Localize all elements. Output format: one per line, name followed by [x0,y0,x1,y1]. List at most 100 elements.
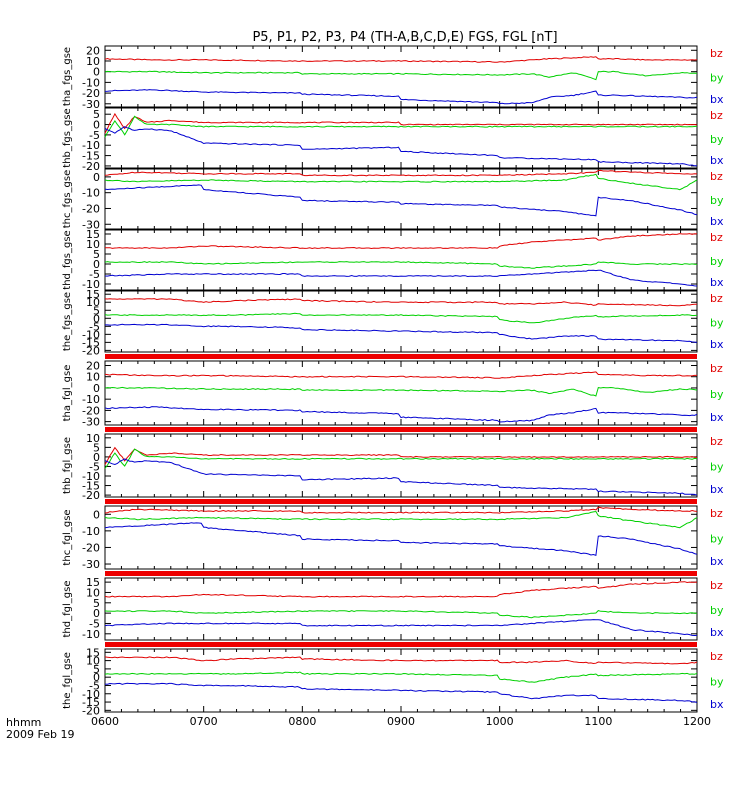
y-tick-label: 10 [86,371,100,384]
y-tick-label: 5 [93,304,100,317]
y-tick-label: 0 [93,607,100,620]
series-by-line [104,173,698,191]
legend-bz: bz [710,650,723,663]
series-bx-line [104,269,698,287]
series-by-line [104,448,698,469]
legend-by: by [710,317,724,330]
legend-bz: bz [710,579,723,592]
series-bx-line [104,89,698,105]
series-bz-line [104,506,698,514]
legend-bz: bz [710,507,723,520]
series-bz-line [104,581,698,598]
date-label: 2009 Feb 19 [6,728,74,741]
x-tick-label: 1100 [584,715,612,728]
y-tick-label: 10 [86,586,100,599]
series-bx-line [104,184,698,217]
y-tick-label: -10 [82,76,100,89]
legend-bx: bx [710,626,724,639]
legend-bx: bx [710,555,724,568]
y-tick-label: 10 [86,296,100,309]
legend-bx: bx [710,93,724,106]
legend-bx: bx [710,338,724,351]
y-tick-label: -5 [89,617,100,630]
legend-bz: bz [710,292,723,305]
series-by-line [104,115,698,138]
panel-frame [104,45,698,108]
y-tick-label: -30 [82,218,100,231]
y-tick-label: 5 [93,663,100,676]
y-tick-label: -10 [82,187,100,200]
legend-bz: bz [710,231,723,244]
y-axis-label: tha_fgs_gse [62,47,73,106]
series-bx-line [104,522,698,556]
y-tick-label: -30 [82,416,100,429]
x-axis-ticks: 0600 0700 0800 0900 1000 1100 1200 [91,715,711,728]
legend-by: by [710,676,724,689]
x-axis-label: hhmm [6,716,41,729]
y-tick-label: 0 [93,382,100,395]
legend-by: by [710,194,724,207]
y-tick-label: -10 [82,393,100,406]
y-tick-label: -20 [82,202,100,215]
y-tick-label: 0 [93,508,100,521]
series-bx-line [104,406,698,423]
x-tick-label: 0700 [190,715,218,728]
legend-by: by [710,461,724,474]
series-bz-line [104,656,698,665]
y-tick-label: -20 [82,344,100,357]
y-tick-label: 5 [93,108,100,121]
y-tick-label: 0 [93,119,100,132]
series-by-line [104,261,698,269]
series-bz-line [104,56,698,63]
y-tick-label: -20 [82,489,100,502]
series-bx-line [104,126,697,167]
chart-title: P5, P1, P2, P3, P4 (TH-A,B,C,D,E) FGS, F… [252,30,557,45]
legend-bz: bz [710,109,723,122]
panel-thc_fgs_gse: 0 -10 -20 -30 thc_fgs_gse bz by bx [62,168,724,231]
y-axis-label: thd_fgl_gse [62,581,73,638]
separator-bar [105,354,697,359]
y-tick-label: 15 [86,576,100,589]
y-tick-label: -5 [89,129,100,142]
y-tick-label: 15 [86,288,100,301]
x-tick-label: 0900 [387,715,415,728]
y-axis-label: the_fgs_gse [62,292,73,351]
legend-bz: bz [710,362,723,375]
y-tick-label: -20 [82,704,100,717]
series-bz-line [104,112,698,134]
x-tick-label: 1000 [486,715,514,728]
panel-thb_fgs_gse: 50-5-10-15-20 thb_fgs_gse bz by bx [62,107,724,173]
y-axis-label: the_fgl_gse [62,652,73,709]
series-bz-line [104,298,698,307]
y-tick-label: 5 [93,248,100,261]
legend-by: by [710,533,724,546]
legend-bz: bz [710,435,723,448]
panel-frame [104,107,698,169]
legend-by: by [710,388,724,401]
y-tick-label: 10 [86,55,100,68]
series-bz-line [104,371,697,379]
y-tick-label: -15 [82,336,100,349]
panel-frame [104,505,698,570]
series-bz-line [104,446,697,465]
y-tick-label: -10 [82,278,100,291]
y-tick-label: -10 [82,525,100,538]
y-tick-label: 0 [93,671,100,684]
y-axis-label: thb_fgs_gse [62,108,73,167]
x-tick-label: 0800 [288,715,316,728]
legend-bx: bx [710,698,724,711]
panel-frame [104,433,698,498]
y-tick-label: -10 [82,328,100,341]
y-axis-label: thb_fgl_gse [62,437,73,494]
separator-bar [105,427,697,432]
x-tick-label: 1200 [683,715,711,728]
series-by-line [104,510,698,529]
legend-bx: bx [710,276,724,289]
panel-frame [104,360,698,426]
y-tick-label: 0 [93,66,100,79]
separator-bar [105,571,697,576]
